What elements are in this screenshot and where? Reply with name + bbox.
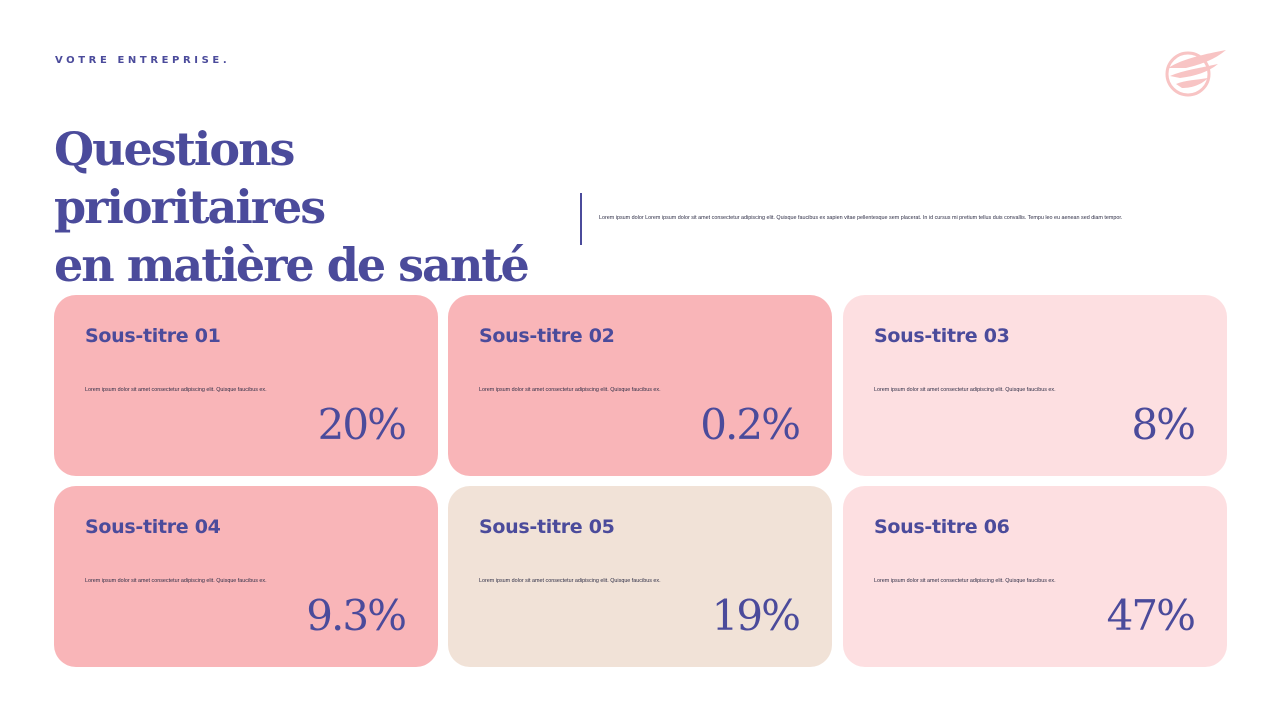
card-percentage: 47% (1106, 591, 1196, 640)
card-percentage: 8% (1131, 400, 1196, 449)
card-description: Lorem ipsum dolor sit amet consectetur a… (85, 387, 267, 393)
card-description: Lorem ipsum dolor sit amet consectetur a… (479, 578, 661, 584)
card-title: Sous-titre 01 (85, 325, 221, 347)
stat-card-6: Sous-titre 06 Lorem ipsum dolor sit amet… (843, 486, 1227, 667)
stat-card-1: Sous-titre 01 Lorem ipsum dolor sit amet… (54, 295, 438, 476)
stat-card-3: Sous-titre 03 Lorem ipsum dolor sit amet… (843, 295, 1227, 476)
card-title: Sous-titre 04 (85, 516, 221, 538)
title-line-1: Questions prioritaires (54, 122, 326, 234)
card-description: Lorem ipsum dolor sit amet consectetur a… (85, 578, 267, 584)
stat-card-2: Sous-titre 02 Lorem ipsum dolor sit amet… (448, 295, 832, 476)
title-line-2: en matière de santé (54, 238, 530, 292)
vertical-divider (580, 193, 582, 245)
card-description: Lorem ipsum dolor sit amet consectetur a… (479, 387, 661, 393)
stat-card-4: Sous-titre 04 Lorem ipsum dolor sit amet… (54, 486, 438, 667)
stat-card-5: Sous-titre 05 Lorem ipsum dolor sit amet… (448, 486, 832, 667)
card-title: Sous-titre 03 (874, 325, 1010, 347)
card-title: Sous-titre 06 (874, 516, 1010, 538)
card-description: Lorem ipsum dolor sit amet consectetur a… (874, 578, 1056, 584)
card-title: Sous-titre 02 (479, 325, 615, 347)
company-name: VOTRE ENTREPRISE. (55, 55, 231, 66)
card-percentage: 20% (317, 400, 407, 449)
card-percentage: 9.3% (306, 591, 407, 640)
card-percentage: 0.2% (700, 400, 801, 449)
intro-paragraph: Lorem ipsum dolor Lorem ipsum dolor sit … (599, 215, 1123, 221)
card-percentage: 19% (711, 591, 801, 640)
card-description: Lorem ipsum dolor sit amet consectetur a… (874, 387, 1056, 393)
card-title: Sous-titre 05 (479, 516, 615, 538)
wing-badge-icon (1162, 46, 1228, 100)
page-title: Questions prioritaires en matière de san… (54, 120, 574, 294)
